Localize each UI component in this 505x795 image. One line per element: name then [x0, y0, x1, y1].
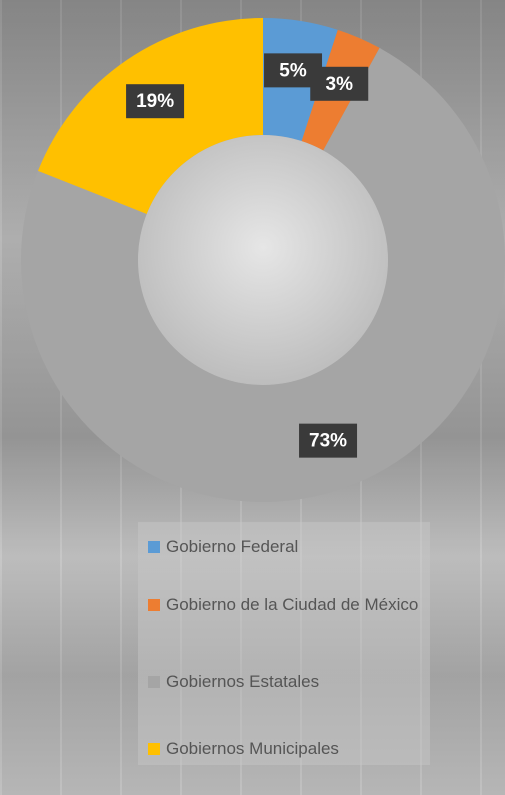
- data-label: 73%: [299, 423, 358, 458]
- legend-label: Gobiernos Municipales: [166, 739, 339, 758]
- donut-hole: [138, 135, 388, 385]
- legend-item: Gobierno de la Ciudad de México: [148, 592, 436, 617]
- data-label-box: [310, 66, 369, 101]
- legend-swatch: [148, 743, 160, 755]
- data-label: 19%: [126, 84, 185, 119]
- legend-item: Gobierno Federal: [148, 534, 436, 559]
- legend: Gobierno Federal Gobierno de la Ciudad de…: [138, 522, 430, 765]
- data-label-text: 19%: [136, 91, 174, 112]
- legend-swatch: [148, 599, 160, 611]
- chart: 5% 3% 73% 19%: [21, 18, 505, 502]
- data-label: 3%: [310, 66, 369, 101]
- legend-label: Gobierno de la Ciudad de México: [166, 595, 419, 614]
- data-label-text: 3%: [326, 74, 354, 95]
- donut-slice: [21, 47, 505, 502]
- legend-label: Gobierno Federal: [166, 537, 299, 556]
- legend-swatch: [148, 541, 160, 553]
- data-label-box: [126, 84, 185, 119]
- legend-item: Gobiernos Estatales: [148, 669, 436, 694]
- data-label-text: 73%: [309, 431, 347, 452]
- legend-item: Gobiernos Municipales: [148, 736, 436, 761]
- data-label-text: 5%: [279, 60, 307, 81]
- data-label-box: [299, 423, 358, 458]
- legend-label: Gobiernos Estatales: [166, 672, 320, 691]
- legend-swatch: [148, 676, 160, 688]
